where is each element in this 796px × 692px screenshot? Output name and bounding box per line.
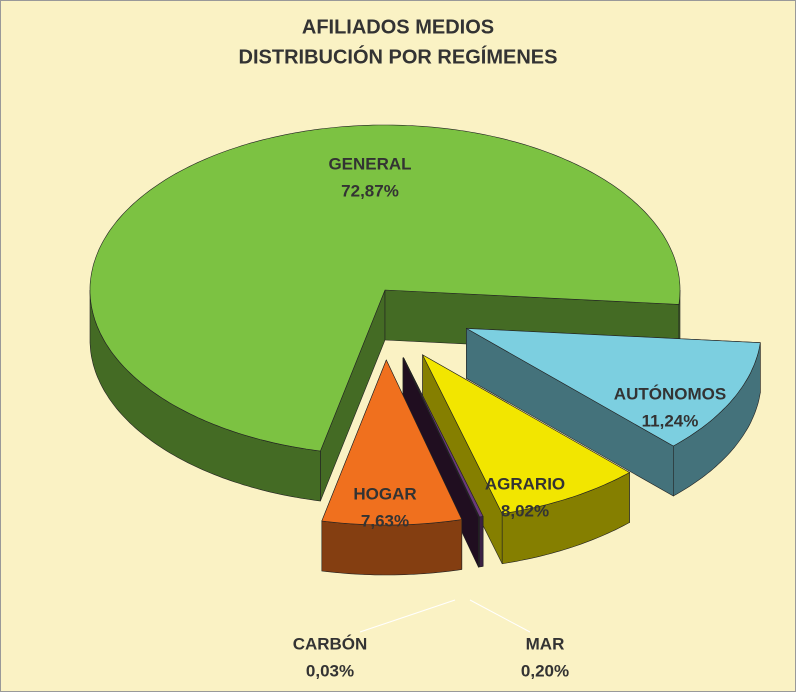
slice-label: CARBÓN [293,634,368,653]
slice-label: HOGAR [353,484,416,503]
value-label: 7,63% [361,511,409,530]
leader-line [359,599,456,633]
slice [321,359,463,526]
slice-label: AUTÓNOMOS [614,384,726,403]
chart-subtitle: DISTRIBUCIÓN POR REGÍMENES [239,44,558,68]
value-label: 72,87% [341,181,399,200]
slice [421,354,631,515]
slice [402,357,480,518]
leader-line [469,599,531,633]
slice-side [479,516,484,568]
value-label: 8,02% [501,501,549,520]
slice-side [478,516,480,568]
value-label: 0,03% [306,661,354,680]
slice [403,357,484,518]
slice-label: AGRARIO [485,474,565,493]
value-label: 11,24% [642,411,699,430]
chart-title: AFILIADOS MEDIOS [302,16,494,38]
slice-label: GENERAL [328,154,411,173]
slice-label: MAR [526,634,565,653]
slice [466,328,761,447]
value-label: 0,20% [521,661,569,680]
slice [89,124,681,452]
